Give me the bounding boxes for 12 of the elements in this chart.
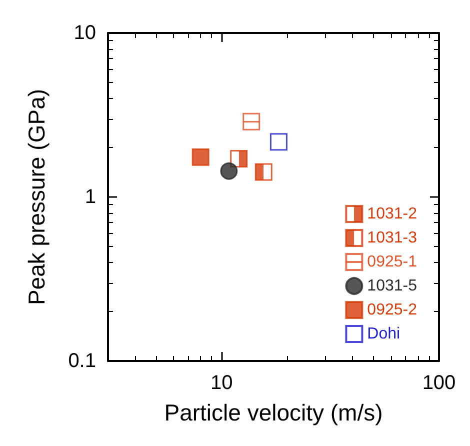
legend-label: 1031-3 (367, 230, 418, 246)
x-axis-title: Particle velocity (m/s) (164, 400, 383, 426)
legend-label: Dohi (367, 326, 400, 342)
x-tick-label: 100 (422, 372, 456, 394)
y-tick-label: 1 (84, 186, 96, 208)
y-tick-label: 0.1 (68, 350, 96, 372)
y-tick-label: 10 (74, 22, 96, 44)
legend-label: 1031-5 (367, 278, 418, 294)
y-axis-title: Peak pressure (GPa) (24, 88, 50, 306)
legend-label: 1031-2 (367, 206, 418, 222)
legend-label: 0925-1 (367, 254, 418, 270)
legend-label: 0925-2 (367, 302, 418, 318)
